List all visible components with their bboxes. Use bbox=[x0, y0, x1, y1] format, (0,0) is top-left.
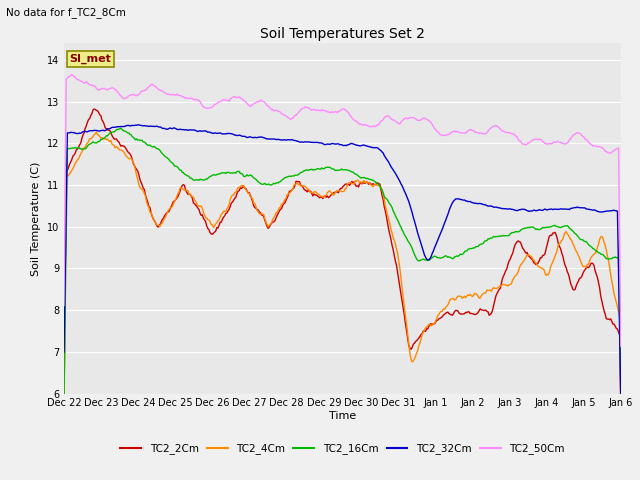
Legend: TC2_2Cm, TC2_4Cm, TC2_16Cm, TC2_32Cm, TC2_50Cm: TC2_2Cm, TC2_4Cm, TC2_16Cm, TC2_32Cm, TC… bbox=[116, 439, 568, 458]
Text: SI_met: SI_met bbox=[70, 54, 111, 64]
X-axis label: Time: Time bbox=[329, 411, 356, 421]
Y-axis label: Soil Temperature (C): Soil Temperature (C) bbox=[31, 161, 41, 276]
Title: Soil Temperatures Set 2: Soil Temperatures Set 2 bbox=[260, 27, 425, 41]
Text: No data for f_TC2_8Cm: No data for f_TC2_8Cm bbox=[6, 7, 126, 18]
